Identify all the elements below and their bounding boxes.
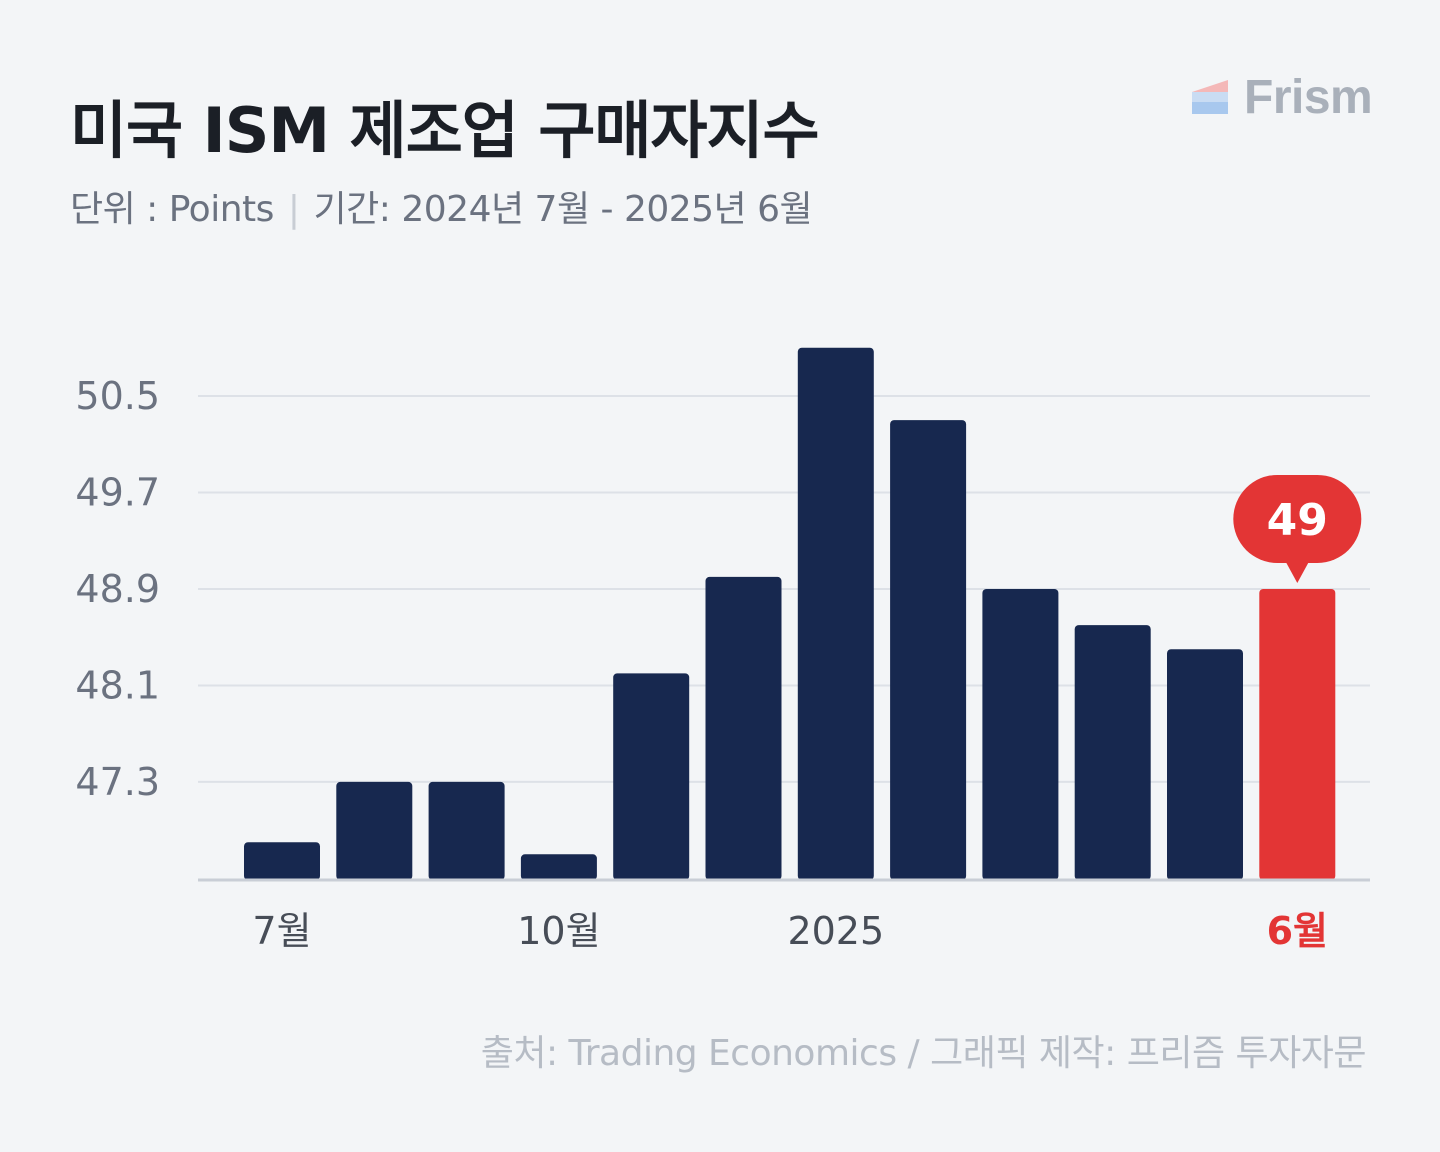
frism-logo-icon bbox=[1192, 79, 1228, 114]
bar bbox=[520, 854, 597, 880]
bar bbox=[1167, 649, 1243, 880]
brand-logo: Frism bbox=[1190, 70, 1373, 125]
x-tick-label: 6월 bbox=[1267, 909, 1328, 953]
y-tick-label: 50.5 bbox=[75, 374, 160, 418]
bar bbox=[244, 842, 320, 880]
bar bbox=[890, 420, 967, 880]
y-tick-label: 48.1 bbox=[75, 663, 160, 707]
source-footer: 출처: Trading Economics / 그래픽 제작: 프리즘 투자자문 bbox=[480, 1033, 1367, 1074]
bar bbox=[336, 781, 413, 880]
x-tick-label: 10월 bbox=[517, 909, 600, 953]
bar bbox=[613, 673, 690, 880]
bar bbox=[428, 781, 505, 880]
page-title: 미국 ISM 제조업 구매자지수 bbox=[70, 94, 820, 167]
y-tick-label: 49.7 bbox=[75, 470, 160, 514]
y-tick-label: 48.9 bbox=[75, 567, 160, 611]
brand-name: Frism bbox=[1244, 71, 1373, 124]
bar bbox=[982, 588, 1059, 880]
chart-subtitle: 단위 : Points | 기간: 2024년 7월 - 2025년 6월 bbox=[70, 180, 813, 232]
callout-value-label: 49 bbox=[1267, 495, 1328, 546]
unit-label: 단위 : Points bbox=[70, 189, 274, 230]
callout-pointer bbox=[1285, 560, 1310, 583]
bar-chart: 47.3 48.1 48.9 49.7 50.5 7월 10월 2025 6월 49 bbox=[75, 347, 1370, 953]
bar bbox=[1074, 625, 1151, 880]
period-label: 기간: 2024년 7월 - 2025년 6월 bbox=[313, 189, 813, 230]
x-tick-label: 2025 bbox=[787, 909, 884, 953]
bar bbox=[705, 576, 782, 880]
bar bbox=[797, 347, 874, 880]
subtitle-separator: | bbox=[287, 189, 300, 230]
x-tick-label: 7월 bbox=[252, 909, 311, 953]
callout-bubble bbox=[1233, 474, 1362, 563]
y-tick-label: 47.3 bbox=[75, 760, 160, 804]
bar-highlight bbox=[1259, 588, 1336, 880]
